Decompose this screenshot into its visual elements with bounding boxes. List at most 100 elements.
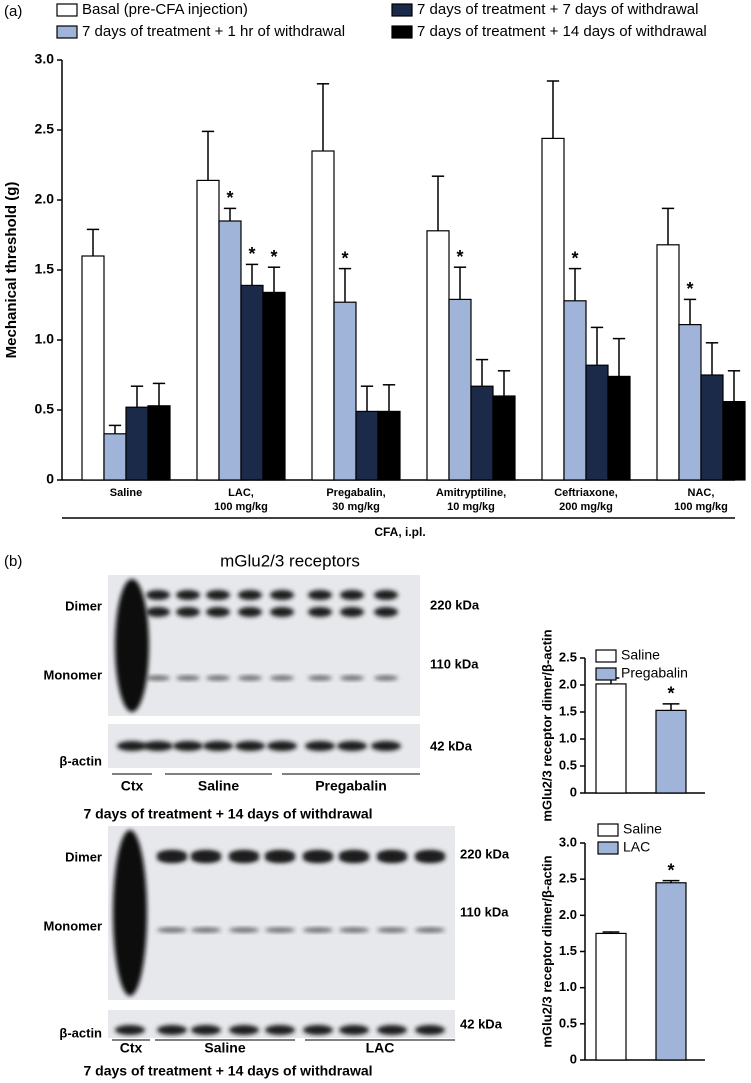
blot-band [115,1025,145,1035]
blot-row-label: Dimer [65,849,102,864]
bar [218,220,242,481]
bar [196,179,220,481]
bar [595,683,627,794]
blot-band [176,607,200,617]
bar [103,433,127,481]
bar [595,932,627,1061]
bar [125,406,149,481]
blot-band [206,590,230,600]
significance-mark: * [686,279,693,299]
bar [678,324,702,481]
blot-band [267,741,297,751]
legend-swatch [391,3,413,17]
legend-label: 7 days of treatment + 7 days of withdraw… [417,1,698,18]
blot-band [303,927,333,933]
blot-band [303,853,333,863]
x-tick-label: Ceftriaxone, 200 mg/kg [554,487,618,513]
y-tick-label: 1.5 [35,261,55,277]
blot-band [377,853,407,863]
y-tick-label: 2.5 [559,649,577,664]
legend-swatch [597,841,619,855]
x-tick-label: LAC, 100 mg/kg [214,487,268,513]
blot-band [339,853,369,863]
y-tick-label: 3.0 [35,51,55,67]
blot-band [340,607,364,617]
bar [492,395,516,481]
lane-label: LAC [366,1040,395,1056]
blot-size-label: 42 kDa [460,1016,503,1031]
blot-row-label: Monomer [44,667,103,682]
legend-swatch [56,3,78,17]
blot-band [270,590,294,600]
blot-band [115,579,149,712]
blot-band [340,675,364,681]
bar [585,364,609,481]
blot-band [371,741,401,751]
blot-band [235,741,265,751]
blot-band [238,675,262,681]
blot-band [229,853,259,863]
blot-band [146,607,170,617]
y-tick-label: 0 [46,471,54,487]
blot-size-label: 220 kDa [430,597,480,612]
blot-band [265,853,295,863]
x-tick-label: Pregabalin, 30 mg/kg [326,487,386,513]
bar [377,410,401,481]
lane-label: Saline [204,1040,245,1056]
blot-band [305,741,335,751]
blot-size-label: 110 kDa [430,656,479,671]
significance-mark: * [456,247,463,267]
blot-band [191,853,221,863]
blot-band [415,853,445,863]
blot-band [203,741,233,751]
blot-band [270,675,294,681]
y-tick-label: 1.0 [559,979,577,994]
panel-label: (b) [4,553,22,570]
blot-band [157,1025,187,1035]
blot-band [191,1025,221,1035]
legend-label: 7 days of treatment + 14 days of withdra… [417,23,707,40]
blot-band [377,927,407,933]
bar [333,301,357,481]
blot-band [206,607,230,617]
blot-band [270,607,294,617]
blot-size-label: 220 kDa [460,846,510,861]
x-tick-label: Amitryptiline, 10 mg/kg [435,487,507,513]
legend-label: 7 days of treatment + 1 hr of withdrawal [82,23,345,40]
significance-mark: * [571,248,578,268]
blot-band [308,590,332,600]
blot-band [176,675,200,681]
bar [656,244,680,481]
blot-band [308,607,332,617]
bar [240,284,264,481]
blot-caption: 7 days of treatment + 14 days of withdra… [83,1063,372,1079]
y-tick-label: 0.5 [559,1015,577,1030]
blot-band [146,590,170,600]
legend-label: LAC [623,839,650,855]
bar [355,410,379,481]
significance-mark: * [226,188,233,208]
blot-band [157,927,187,933]
blot-band [265,927,295,933]
blot-band [415,927,445,933]
significance-mark: * [667,684,674,704]
significance-mark: * [667,860,674,880]
blot-band [374,607,398,617]
bar [426,230,450,481]
y-tick-label: 2.0 [35,191,55,207]
blot-band [308,675,332,681]
x-axis-label: CFA, i.pl. [374,525,425,539]
y-tick-label: 1.0 [559,730,577,745]
blot-band [173,741,203,751]
blot-row-label: β-actin [59,1025,102,1040]
blot-row-label: Dimer [65,598,102,613]
blot-band [339,927,369,933]
bar [700,374,724,481]
blot-band [229,927,259,933]
blot-band [238,590,262,600]
y-tick-label: 2.0 [559,907,577,922]
bar [563,300,587,481]
legend-label: Saline [623,821,662,837]
